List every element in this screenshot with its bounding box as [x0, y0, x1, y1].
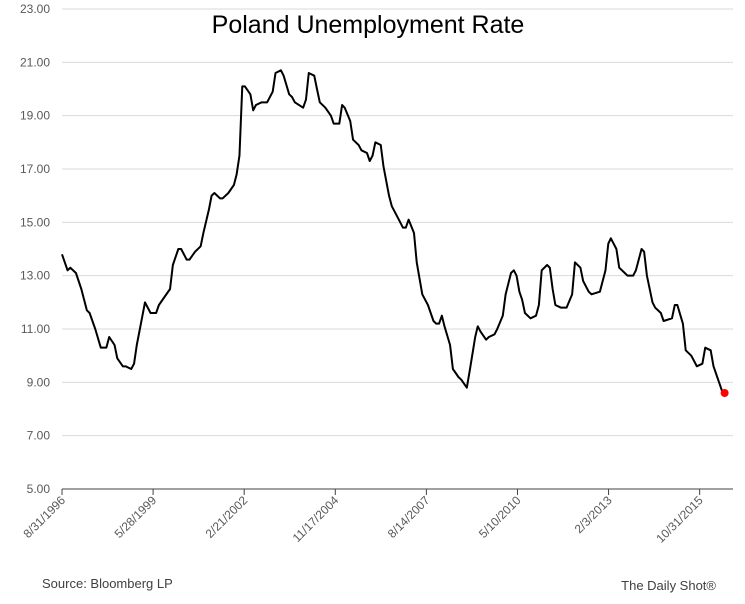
y-tick-label: 17.00	[20, 162, 50, 176]
source-note: Source: Bloomberg LP	[42, 576, 173, 591]
y-tick-label: 11.00	[21, 322, 50, 336]
x-tick-label: 2/3/2013	[572, 493, 615, 536]
x-tick-label: 5/10/2010	[476, 493, 524, 541]
y-tick-label: 5.00	[27, 482, 51, 496]
y-tick-label: 23.00	[20, 2, 50, 16]
y-tick-label: 15.00	[20, 215, 50, 229]
x-tick-label: 5/28/1999	[112, 493, 160, 541]
x-tick-label: 8/14/2007	[385, 493, 433, 541]
end-marker	[720, 389, 729, 397]
y-tick-label: 19.00	[20, 109, 50, 123]
chart-title: Poland Unemployment Rate	[212, 11, 525, 39]
x-tick-label: 2/21/2002	[203, 493, 251, 541]
y-tick-label: 7.00	[27, 429, 51, 443]
x-tick-label: 11/17/2004	[290, 493, 342, 545]
y-tick-label: 13.00	[20, 269, 50, 283]
x-tick-label: 8/31/1996	[20, 493, 68, 541]
credit-note: The Daily Shot®	[621, 578, 716, 593]
x-tick-label: 10/31/2015	[653, 493, 706, 546]
y-tick-label: 21.00	[20, 55, 50, 69]
line-series	[61, 69, 726, 394]
y-tick-label: 9.00	[27, 375, 51, 389]
